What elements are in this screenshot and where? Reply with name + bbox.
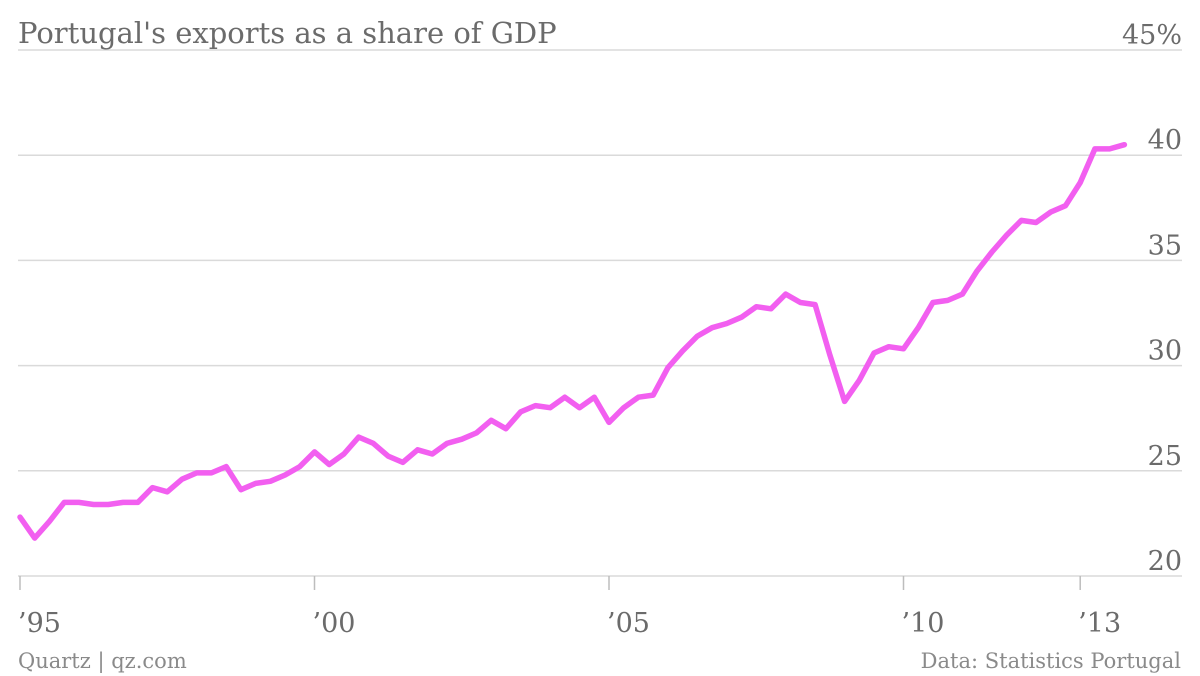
chart-title: Portugal's exports as a share of GDP (18, 16, 557, 50)
credit-text: Quartz | qz.com (18, 649, 187, 674)
y-tick-label: 20 (1148, 546, 1182, 577)
y-tick-label: 25 (1148, 441, 1182, 472)
x-tick-label: ’00 (313, 608, 356, 639)
series-layer (17, 141, 1128, 541)
y-tick-label: 45% (1122, 20, 1182, 51)
gridlines (18, 49, 1182, 577)
x-tick-label: ’13 (1078, 608, 1121, 639)
y-tick-label: 30 (1148, 336, 1182, 367)
x-tick-label: ’05 (607, 608, 650, 639)
y-axis: 20 25 30 35 40 45% (1122, 20, 1182, 577)
y-tick-label: 40 (1148, 125, 1182, 156)
x-tick-label: ’95 (18, 608, 61, 639)
x-axis: ’95 ’00 ’05 ’10 ’13 (18, 576, 1121, 639)
series-line-exports-share-gdp (17, 141, 1128, 541)
source-text: Data: Statistics Portugal (921, 649, 1182, 673)
y-tick-label: 35 (1148, 230, 1182, 261)
x-tick-label: ’10 (902, 608, 945, 639)
